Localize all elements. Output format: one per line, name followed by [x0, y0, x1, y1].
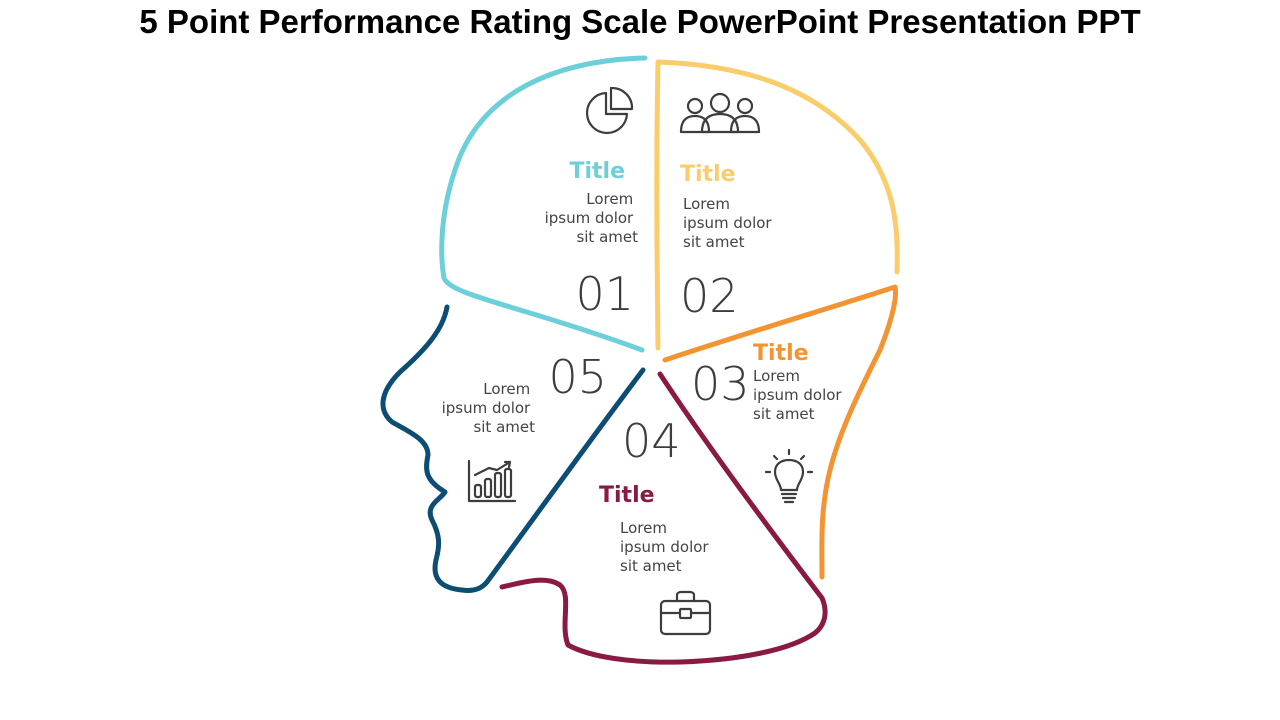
segment-4-title: Title: [599, 483, 655, 508]
segment-1-title: Title: [569, 159, 625, 184]
segment-5-body-line-3: sit amet: [473, 418, 535, 436]
segment-1-body-line-2: ipsum dolor: [545, 209, 634, 227]
segment-4-body-line-2: ipsum dolor: [620, 538, 709, 556]
page-title: 5 Point Performance Rating Scale PowerPo…: [139, 3, 1141, 40]
segment-4: 04 Title Lorem ipsum dolor sit amet: [599, 414, 713, 636]
segment-3-body-line-1: Lorem: [753, 367, 800, 385]
segment-2-number: 02: [680, 269, 739, 323]
bar-chart-icon: [467, 459, 517, 503]
segment-1-outline: [439, 55, 648, 353]
segment-5-body: Lorem ipsum dolor sit amet: [442, 380, 536, 436]
segment-2: Title Lorem ipsum dolor sit amet 02: [679, 92, 776, 323]
segment-1-body-line-3: sit amet: [576, 228, 638, 246]
segment-1-body: Lorem ipsum dolor sit amet: [545, 190, 639, 246]
segment-2-body-line-3: sit amet: [683, 233, 745, 251]
segment-2-body: Lorem ipsum dolor sit amet: [683, 195, 776, 251]
segment-3-body-line-3: sit amet: [753, 405, 815, 423]
segment-5-number: 05: [548, 350, 607, 404]
segment-3-number: 03: [691, 357, 750, 411]
segment-2-title: Title: [680, 162, 736, 187]
people-icon: [679, 92, 761, 134]
segment-2-body-line-1: Lorem: [683, 195, 730, 213]
segment-3-body-line-2: ipsum dolor: [753, 386, 842, 404]
segment-5-outline: [380, 304, 646, 593]
segment-3-body: Lorem ipsum dolor sit amet: [753, 367, 846, 423]
segment-4-number: 04: [622, 414, 681, 468]
segment-1: Title Lorem ipsum dolor sit amet 01: [545, 86, 639, 321]
segment-2-body-line-2: ipsum dolor: [683, 214, 772, 232]
segment-1-number: 01: [575, 267, 634, 321]
briefcase-icon: [659, 590, 712, 636]
segment-4-outline: [499, 371, 828, 665]
segment-1-body-line-1: Lorem: [586, 190, 633, 208]
segment-5: 05 Lorem ipsum dolor sit amet: [442, 350, 607, 503]
segment-3-title: Title: [753, 341, 809, 366]
lightbulb-icon: [764, 448, 814, 504]
segment-3: Title Lorem ipsum dolor sit amet 03: [691, 341, 846, 504]
segment-3-outline: [662, 284, 899, 580]
pie-chart-icon: [585, 86, 634, 135]
segment-5-body-line-1: Lorem: [483, 380, 530, 398]
segment-2-outline: [654, 59, 900, 351]
segment-4-body-line-1: Lorem: [620, 519, 667, 537]
segment-4-body: Lorem ipsum dolor sit amet: [620, 519, 713, 575]
segment-5-body-line-2: ipsum dolor: [442, 399, 531, 417]
segment-4-body-line-3: sit amet: [620, 557, 682, 575]
